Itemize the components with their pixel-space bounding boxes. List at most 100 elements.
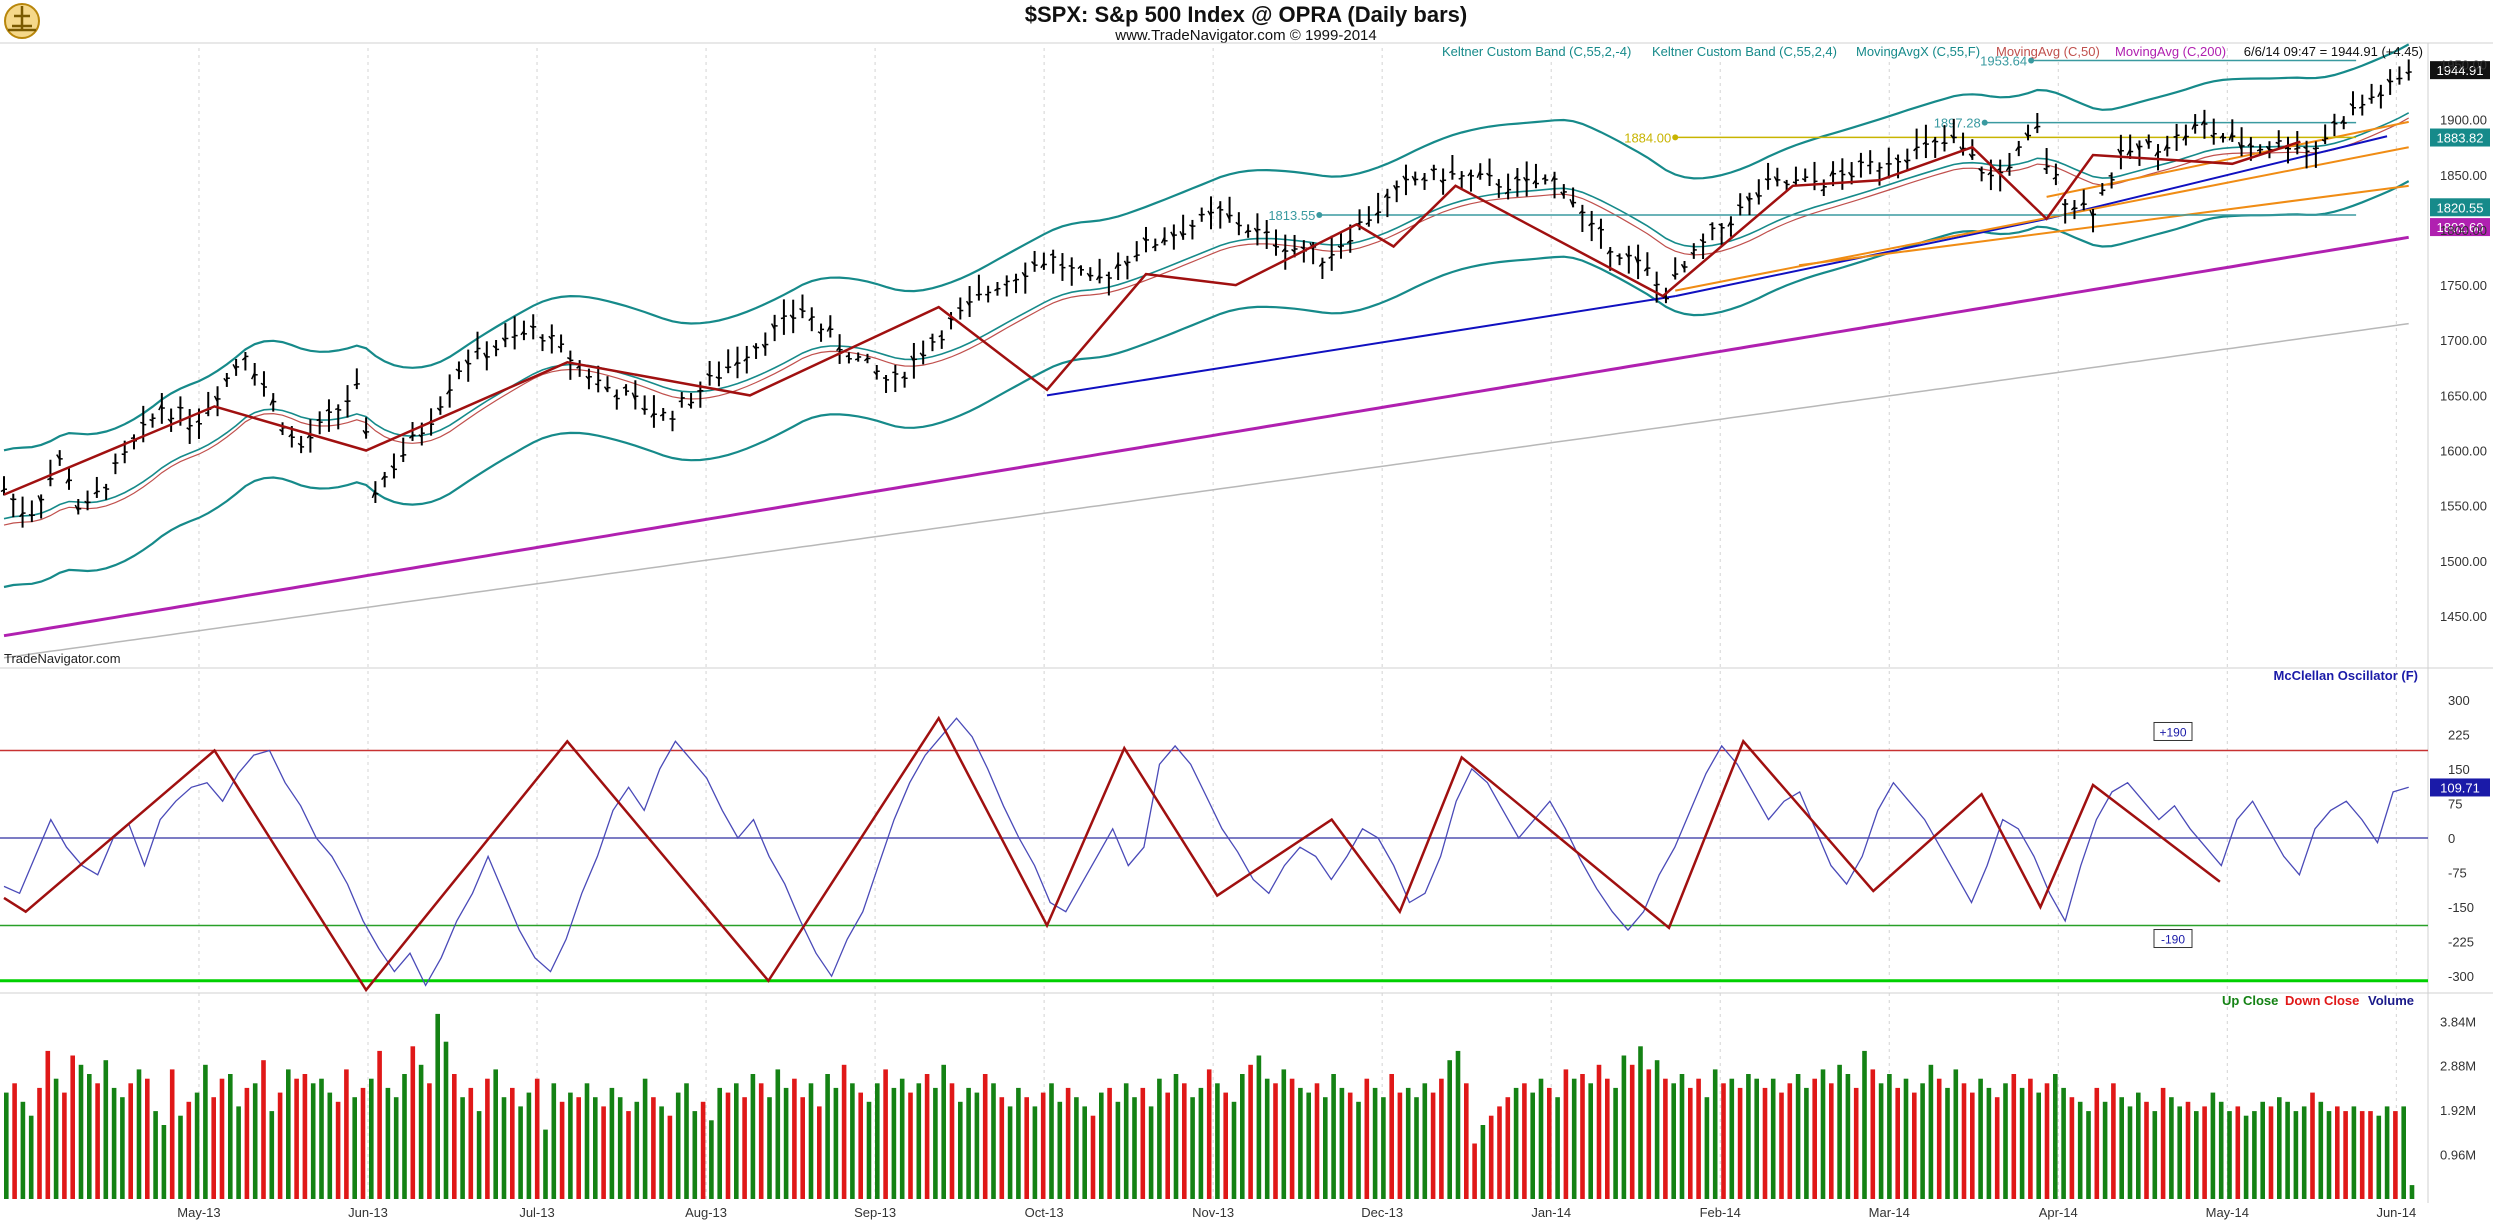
volume-bar <box>568 1093 573 1199</box>
volume-bar <box>502 1097 507 1199</box>
volume-bar <box>104 1060 109 1199</box>
volume-bar <box>1506 1097 1511 1199</box>
volume-bar <box>941 1065 946 1199</box>
volume-bar <box>87 1074 92 1199</box>
volume-bar <box>369 1079 374 1199</box>
price-y-tick-label: 1700.00 <box>2440 333 2487 348</box>
volume-bar <box>1174 1074 1179 1199</box>
volume-bar <box>394 1097 399 1199</box>
volume-bar <box>552 1083 557 1199</box>
volume-bar <box>162 1125 167 1199</box>
volume-bar <box>1398 1093 1403 1199</box>
volume-bar <box>842 1065 847 1199</box>
volume-bar <box>2202 1106 2207 1199</box>
price-level-label: 1884.00 <box>1624 130 1671 145</box>
volume-bar <box>2111 1083 2116 1199</box>
price-legend-item: MovingAvg (C,50) <box>1996 44 2100 59</box>
volume-bar <box>2053 1074 2058 1199</box>
volume-bar <box>518 1106 523 1199</box>
volume-bar <box>1829 1083 1834 1199</box>
volume-bar <box>145 1079 150 1199</box>
volume-bar <box>742 1097 747 1199</box>
volume-bar <box>2153 1111 2158 1199</box>
volume-bar <box>767 1097 772 1199</box>
volume-bar <box>1190 1097 1195 1199</box>
volume-bar <box>908 1093 913 1199</box>
volume-bar <box>352 1097 357 1199</box>
volume-bar <box>402 1074 407 1199</box>
price-legend-item: MovingAvg (C,200) <box>2115 44 2226 59</box>
volume-bar <box>444 1042 449 1199</box>
volume-bar <box>850 1083 855 1199</box>
volume-bar <box>1431 1093 1436 1199</box>
volume-bar <box>1547 1088 1552 1199</box>
volume-bar <box>2086 1111 2091 1199</box>
volume-bar <box>1447 1060 1452 1199</box>
volume-bar <box>2169 1097 2174 1199</box>
volume-bar <box>1348 1093 1353 1199</box>
volume-bar <box>2327 1111 2332 1199</box>
volume-bar <box>1696 1079 1701 1199</box>
price-bar-open-tick <box>2294 148 2297 149</box>
volume-bar <box>2319 1102 2324 1199</box>
volume-bar <box>236 1106 241 1199</box>
volume-bar <box>452 1074 457 1199</box>
volume-bar <box>485 1079 490 1199</box>
volume-bar <box>618 1097 623 1199</box>
price-bar-open-tick <box>2285 148 2288 149</box>
volume-bar <box>734 1083 739 1199</box>
price-y-tick-label: 1950.00 <box>2440 58 2487 73</box>
volume-bar <box>1746 1074 1751 1199</box>
volume-bar <box>1464 1083 1469 1199</box>
x-tick-label: Jun-14 <box>2376 1205 2416 1220</box>
price-bar-open-tick <box>2044 169 2047 170</box>
volume-bar <box>1655 1060 1660 1199</box>
volume-y-tick-label: 0.96M <box>2440 1148 2476 1163</box>
volume-bar <box>1381 1097 1386 1199</box>
volume-bar <box>917 1083 922 1199</box>
volume-bar <box>1066 1088 1071 1199</box>
volume-bar <box>245 1088 250 1199</box>
volume-bar <box>1049 1083 1054 1199</box>
volume-bar <box>1779 1093 1784 1199</box>
volume-bar <box>1514 1088 1519 1199</box>
x-tick-label: Jun-13 <box>348 1205 388 1220</box>
volume-bar <box>2070 1097 2075 1199</box>
volume-bar <box>286 1069 291 1199</box>
oscillator-level-label: -190 <box>2161 933 2185 947</box>
volume-bar <box>2401 1106 2406 1199</box>
price-y-tick-label: 1750.00 <box>2440 278 2487 293</box>
volume-bar <box>1290 1079 1295 1199</box>
price-y-tick-label: 1500.00 <box>2440 554 2487 569</box>
volume-bar <box>1954 1069 1959 1199</box>
volume-bar <box>21 1102 26 1199</box>
volume-legend-item: Volume <box>2368 993 2414 1008</box>
volume-bar <box>2136 1093 2141 1199</box>
volume-bar <box>834 1088 839 1199</box>
volume-bar <box>95 1083 100 1199</box>
volume-bar <box>1937 1079 1942 1199</box>
volume-bar <box>137 1069 142 1199</box>
osc-y-tick-label: -300 <box>2448 969 2474 984</box>
volume-bar <box>1165 1093 1170 1199</box>
volume-bar <box>585 1083 590 1199</box>
price-y-tick-label: 1800.00 <box>2440 223 2487 238</box>
osc-y-tick-label: -75 <box>2448 866 2467 881</box>
volume-bar <box>659 1106 664 1199</box>
volume-bar <box>1107 1088 1112 1199</box>
volume-bar <box>336 1102 341 1199</box>
volume-bar <box>1962 1083 1967 1199</box>
volume-bar <box>1995 1097 2000 1199</box>
price-bar-open-tick <box>1004 284 1007 285</box>
volume-bar <box>991 1083 996 1199</box>
volume-bar <box>510 1088 515 1199</box>
volume-bar <box>1821 1069 1826 1199</box>
volume-bar <box>751 1074 756 1199</box>
volume-bar <box>2186 1102 2191 1199</box>
volume-bar <box>1091 1116 1096 1199</box>
price-y-tick-label: 1600.00 <box>2440 443 2487 458</box>
volume-bar <box>1306 1093 1311 1199</box>
volume-bar <box>1024 1097 1029 1199</box>
price-legend-item: Keltner Custom Band (C,55,2,4) <box>1652 44 1837 59</box>
volume-bar <box>79 1065 84 1199</box>
